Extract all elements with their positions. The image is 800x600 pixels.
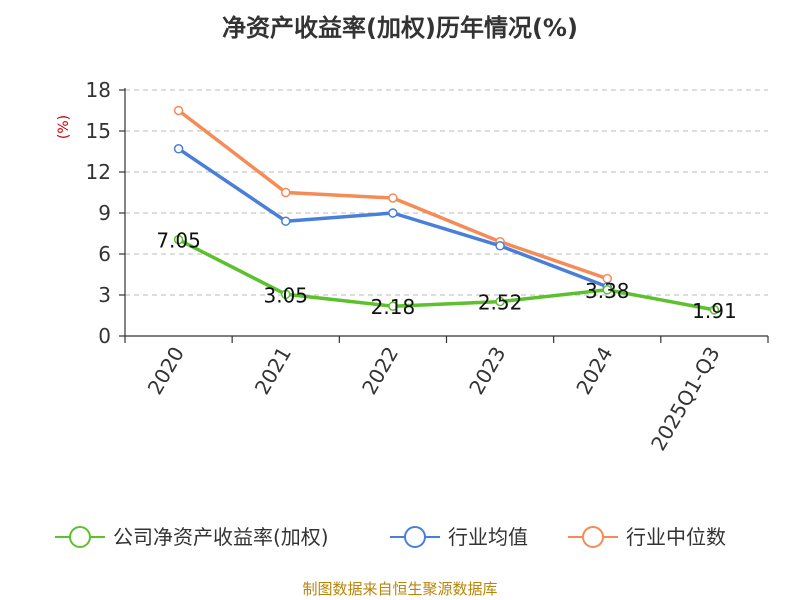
x-tick-label: 2022 — [357, 343, 403, 399]
legend-label: 行业中位数 — [626, 525, 726, 549]
legend-marker — [404, 526, 426, 548]
data-point — [388, 301, 398, 311]
axes: 0 3 6 9 12 15 18 2020 2021 2022 2023 2024 2025Q1-Q3 — [86, 78, 769, 455]
data-point — [281, 216, 291, 226]
y-tick-label: 3 — [98, 283, 111, 307]
data-label: 7.05 — [156, 229, 201, 253]
legend-label: 公司净资产收益率(加权) — [113, 525, 329, 549]
y-tick-label: 0 — [98, 324, 111, 348]
y-tick-label: 9 — [98, 201, 111, 225]
data-label: 2.52 — [478, 291, 523, 315]
source-note: 制图数据来自恒生聚源数据库 — [302, 580, 497, 598]
y-tick-label: 18 — [86, 78, 111, 102]
y-tick-label: 6 — [98, 242, 111, 266]
legend[interactable]: 公司净资产收益率(加权) 行业均值 行业中位数 — [55, 525, 726, 549]
gridlines — [125, 89, 768, 296]
series-group — [173, 105, 720, 315]
legend-item[interactable]: 公司净资产收益率(加权) — [55, 525, 329, 549]
y-tick-label: 15 — [86, 119, 111, 143]
x-tick-label: 2025Q1-Q3 — [646, 343, 725, 455]
data-label: 3.05 — [263, 283, 308, 307]
x-tick-label: 2021 — [250, 343, 296, 399]
data-point — [388, 208, 398, 218]
legend-marker — [69, 526, 91, 548]
y-axis-label: (%) — [56, 115, 72, 139]
series-line — [177, 238, 715, 312]
data-point — [173, 144, 184, 154]
data-label: 2.18 — [371, 295, 416, 319]
data-labels: 7.05 3.05 2.18 2.52 3.38 1.91 — [156, 229, 736, 323]
series-line — [177, 147, 608, 289]
data-point — [602, 285, 612, 295]
chart-title: 净资产收益率(加权)历年情况(%) — [222, 14, 578, 42]
legend-marker — [582, 526, 604, 548]
data-point — [281, 187, 291, 198]
data-point — [173, 105, 184, 116]
data-point — [388, 193, 398, 203]
data-point — [495, 296, 505, 307]
legend-item[interactable]: 行业均值 — [390, 525, 528, 549]
y-tick-label: 12 — [86, 160, 111, 184]
legend-label: 行业均值 — [448, 525, 528, 549]
x-tick-label: 2023 — [464, 343, 510, 399]
x-tick-label: 2024 — [571, 343, 617, 399]
data-point — [495, 241, 505, 251]
x-tick-label: 2020 — [143, 343, 189, 399]
data-point — [173, 234, 184, 245]
legend-item[interactable]: 行业中位数 — [568, 525, 726, 549]
data-point — [281, 289, 291, 300]
data-label: 1.91 — [692, 299, 737, 323]
data-point — [709, 305, 720, 315]
data-label: 3.38 — [585, 279, 630, 303]
